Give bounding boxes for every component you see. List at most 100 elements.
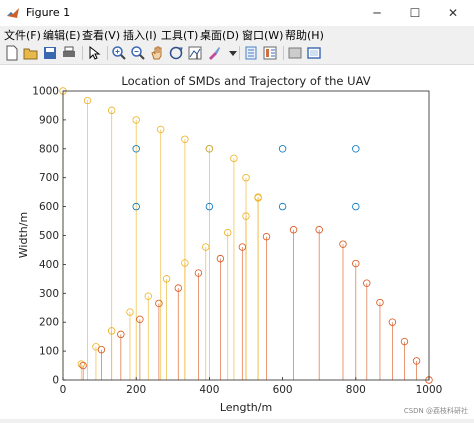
data-point-series-1[interactable] [181,135,189,143]
y-axis-label: Width/m [17,212,30,258]
data-point-series-2[interactable] [216,254,225,263]
x-tick-label: 200 [126,384,146,396]
brush-icon[interactable] [206,45,222,61]
data-point-series-2[interactable] [289,226,298,234]
data-point-series-1[interactable] [223,228,232,237]
menu-insert[interactable]: 插入(I) [123,29,157,42]
data-point-series-1[interactable] [144,292,152,300]
y-tick-label: 600 [39,201,59,213]
print-icon[interactable] [61,45,77,61]
save-icon[interactable] [42,45,58,61]
y-tick-label: 300 [39,288,59,300]
data-point-series-0[interactable] [278,202,287,211]
menu-help[interactable]: 帮助(H) [285,29,324,42]
data-point-series-2[interactable] [155,299,163,308]
data-point-series-1[interactable] [242,173,250,182]
data-point-series-0[interactable] [278,145,287,153]
x-tick-label: 400 [199,384,219,396]
data-point-series-1[interactable] [181,259,189,267]
data-point-series-1[interactable] [242,212,250,220]
chart-title: Location of SMDs and Trajectory of the U… [121,74,370,88]
new-figure-icon[interactable] [4,45,20,61]
matlab-icon [7,8,19,18]
menu-window[interactable]: 窗口(W) [242,29,284,42]
data-point-series-2[interactable] [352,259,360,268]
watermark: CSDN @荔枝科研社 [403,407,468,415]
data-point-series-0[interactable] [205,202,214,211]
y-tick-label: 900 [39,114,59,126]
toolbar-separator [239,46,240,60]
data-point-series-2[interactable] [262,232,271,241]
data-point-series-1[interactable] [162,275,171,283]
menu-file[interactable]: 文件(F) [4,29,41,42]
menu-view[interactable]: 查看(V) [82,29,121,42]
menu-bar: 文件(F) 编辑(E) 查看(V) 插入(I) 工具(T) 桌面(D) 窗口(W… [0,26,474,42]
data-point-series-0[interactable] [352,202,360,211]
data-point-series-0[interactable] [132,202,140,211]
x-axis-label: Length/m [220,401,272,414]
data-point-series-0[interactable] [352,145,360,153]
y-tick-label: 800 [39,143,59,155]
data-point-series-1[interactable] [107,327,116,335]
rotate-3d-icon[interactable] [168,45,184,61]
data-point-series-2[interactable] [117,330,125,339]
data-point-series-2[interactable] [412,357,421,365]
colorbar-icon[interactable] [262,45,278,61]
data-point-series-2[interactable] [376,298,384,307]
link-plot-icon[interactable] [243,45,259,61]
data-point-series-1[interactable] [254,194,262,202]
pan-icon[interactable] [149,45,165,61]
pointer-icon[interactable] [86,45,102,61]
x-tick-label: 800 [346,384,366,396]
toolbar-separator [107,46,108,60]
show-plot-tools-icon[interactable] [306,45,322,61]
data-point-series-2[interactable] [400,337,409,346]
open-folder-icon[interactable] [23,45,39,61]
data-point-series-1[interactable] [132,116,140,124]
data-point-series-2[interactable] [174,284,182,292]
zoom-out-icon[interactable] [130,45,146,61]
data-point-series-2[interactable] [315,226,323,234]
figure-canvas: 0 200 400 600 800 1000 0 100 200 300 400 500 600 700 8… [0,65,474,419]
data-point-series-2[interactable] [97,345,106,354]
menu-tools[interactable]: 工具(T) [161,29,199,42]
y-tick-label: 100 [39,346,59,358]
data-point-series-1[interactable] [230,154,238,163]
data-point-series-1[interactable] [205,145,214,153]
minimize-button[interactable]: ─ [373,6,381,20]
data-point-series-2[interactable] [388,318,397,326]
data-point-series-1[interactable] [202,243,210,251]
y-tick-label: 0 [52,375,59,387]
data-cursor-icon[interactable] [187,45,203,61]
data-point-series-1[interactable] [77,360,85,368]
close-button[interactable]: ✕ [447,6,459,20]
data-point-series-2[interactable] [363,279,371,287]
data-point-series-1[interactable] [126,308,134,316]
y-tick-label: 500 [39,230,59,242]
chart[interactable]: 0 200 400 600 800 1000 0 100 200 300 400 500 600 700 8… [0,65,474,419]
data-point-series-2[interactable] [79,361,87,370]
toolbar-separator [82,46,83,60]
dropdown-icon[interactable] [225,45,241,61]
window-titlebar: Figure 1 ─ ☐ ✕ [0,0,474,26]
maximize-button[interactable]: ☐ [409,6,421,20]
data-point-series-2[interactable] [136,315,144,324]
x-tick-label: 1000 [416,384,443,396]
data-point-series-1[interactable] [107,106,116,115]
figure-toolbar [0,42,474,65]
x-tick-label: 0 [60,384,67,396]
data-point-series-2[interactable] [339,240,347,248]
menu-edit[interactable]: 编辑(E) [43,29,81,42]
hide-plot-tools-icon[interactable] [287,45,303,61]
toolbar-separator [283,46,284,60]
data-point-series-1[interactable] [83,96,92,105]
data-point-series-1[interactable] [157,125,165,134]
y-tick-label: 1000 [32,86,59,98]
data-point-series-2[interactable] [238,243,247,251]
menu-desktop[interactable]: 桌面(D) [200,29,240,42]
data-point-series-2[interactable] [194,269,203,277]
zoom-in-icon[interactable] [111,45,127,61]
x-tick-label: 600 [273,384,293,396]
window-title: Figure 1 [26,6,71,19]
data-point-series-0[interactable] [132,145,140,153]
